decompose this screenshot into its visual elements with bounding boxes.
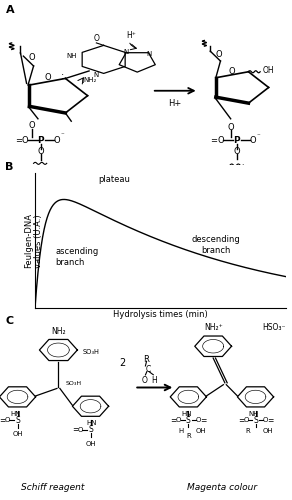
Text: NH₂: NH₂ <box>51 327 66 336</box>
Text: NH: NH <box>249 410 259 416</box>
Text: ⁻: ⁻ <box>61 132 65 138</box>
Text: N: N <box>146 50 152 56</box>
Text: S: S <box>88 425 93 434</box>
Text: plateau: plateau <box>98 175 130 184</box>
Text: HN: HN <box>87 420 97 426</box>
Text: A: A <box>6 5 15 15</box>
Text: S: S <box>186 416 191 425</box>
Text: O: O <box>29 121 35 130</box>
Text: OH: OH <box>196 428 206 434</box>
Text: SO₃H: SO₃H <box>82 349 99 355</box>
Text: N: N <box>123 49 128 55</box>
Text: B: B <box>5 162 13 172</box>
Text: O: O <box>233 148 240 156</box>
Text: O: O <box>142 376 147 384</box>
Text: O: O <box>217 136 224 145</box>
Text: NH₂⁺: NH₂⁺ <box>204 322 223 332</box>
Text: 2: 2 <box>119 358 126 368</box>
Text: :: : <box>61 71 65 81</box>
Text: N: N <box>94 72 99 78</box>
Text: =: = <box>200 416 206 425</box>
Text: O: O <box>243 418 248 424</box>
Text: ascending
branch: ascending branch <box>55 247 98 266</box>
Text: P: P <box>233 136 240 145</box>
Text: O: O <box>22 136 28 145</box>
Text: OH: OH <box>12 431 23 437</box>
Text: SO₃H: SO₃H <box>66 380 82 386</box>
Text: O: O <box>38 148 44 156</box>
Text: =: = <box>171 416 177 425</box>
Text: O: O <box>93 34 99 43</box>
Text: O: O <box>195 418 201 424</box>
Text: NH: NH <box>66 52 77 59</box>
Text: descending
branch: descending branch <box>192 235 240 255</box>
Text: S: S <box>253 416 258 425</box>
Text: O: O <box>216 50 222 59</box>
Text: R: R <box>143 355 149 364</box>
Text: S: S <box>15 416 20 425</box>
Text: O: O <box>44 73 51 82</box>
Text: H+: H+ <box>168 99 182 108</box>
Text: OH: OH <box>85 440 96 446</box>
Text: O: O <box>229 66 235 76</box>
Text: O: O <box>54 136 60 145</box>
Text: HSO₃⁻: HSO₃⁻ <box>263 323 286 332</box>
Text: ⁻: ⁻ <box>257 133 260 139</box>
Text: C: C <box>6 316 14 326</box>
Text: OH: OH <box>263 66 275 76</box>
Text: O: O <box>29 53 35 62</box>
Y-axis label: Feulgen-DNA
values (U.A.): Feulgen-DNA values (U.A.) <box>24 212 43 268</box>
Text: R: R <box>246 428 251 434</box>
X-axis label: Hydrolysis times (min): Hydrolysis times (min) <box>113 310 208 320</box>
Text: H: H <box>151 376 157 385</box>
Text: HN: HN <box>182 410 192 416</box>
Text: OH: OH <box>263 428 273 434</box>
Text: O: O <box>249 136 256 145</box>
Text: C: C <box>146 365 151 374</box>
Text: O: O <box>263 418 268 424</box>
Text: P: P <box>38 136 44 145</box>
Text: =: = <box>0 416 5 425</box>
Text: Magenta colour: Magenta colour <box>187 484 257 492</box>
Text: H⁺: H⁺ <box>126 32 136 40</box>
Text: =: = <box>238 416 244 425</box>
Text: =: = <box>72 425 78 434</box>
Text: =: = <box>267 416 273 425</box>
Text: R: R <box>186 434 191 440</box>
Text: HN: HN <box>11 410 21 416</box>
Text: =: = <box>15 136 22 145</box>
Text: O: O <box>78 426 83 432</box>
Text: O: O <box>227 122 234 132</box>
Text: O: O <box>176 418 181 424</box>
Text: =: = <box>210 136 217 145</box>
Text: H: H <box>178 428 184 434</box>
Text: O: O <box>5 418 10 424</box>
Text: NH₂: NH₂ <box>84 78 97 84</box>
Text: Schiff reagent: Schiff reagent <box>21 484 84 492</box>
